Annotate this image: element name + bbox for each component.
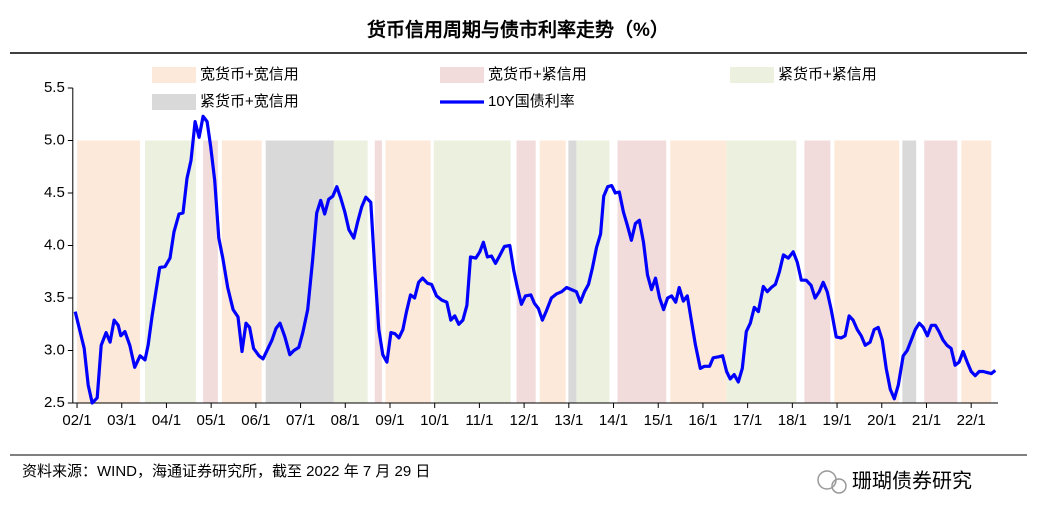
- legend-label: 10Y国债利率: [488, 93, 575, 110]
- y-tick-label: 4.0: [44, 236, 65, 253]
- x-tick-label: 07/1: [286, 412, 315, 429]
- x-tick-label: 15/1: [644, 412, 673, 429]
- y-tick-label: 3.0: [44, 341, 65, 358]
- x-tick-label: 02/1: [62, 412, 91, 429]
- y-tick-label: 5.0: [44, 131, 65, 148]
- x-tick-label: 18/1: [778, 412, 807, 429]
- watermark-icon: [817, 470, 847, 494]
- legend-swatch: [152, 67, 196, 83]
- regime-band: [834, 140, 900, 403]
- regime-band: [617, 140, 667, 403]
- x-tick-label: 12/1: [510, 412, 539, 429]
- regime-band: [333, 140, 368, 403]
- y-tick-label: 3.5: [44, 289, 65, 306]
- regime-band: [433, 140, 511, 403]
- legend-swatch: [440, 67, 484, 83]
- y-tick-label: 2.5: [44, 394, 65, 411]
- x-tick-label: 21/1: [912, 412, 941, 429]
- regime-band: [221, 140, 262, 403]
- x-tick-label: 16/1: [688, 412, 717, 429]
- x-tick-label: 17/1: [733, 412, 762, 429]
- legend-swatch: [730, 67, 774, 83]
- bands: [77, 140, 992, 403]
- regime-band: [516, 140, 536, 403]
- regime-band: [77, 140, 141, 403]
- chart-title: 货币信用周期与债市利率走势（%）: [367, 18, 669, 41]
- x-tick-label: 10/1: [420, 412, 449, 429]
- regime-band: [568, 140, 577, 403]
- x-tick-label: 14/1: [599, 412, 628, 429]
- legend-label: 紧货币+宽信用: [200, 93, 299, 110]
- regime-band: [385, 140, 431, 403]
- regime-band: [726, 140, 797, 403]
- x-tick-label: 03/1: [107, 412, 136, 429]
- regime-band: [265, 140, 334, 403]
- x-tick-label: 19/1: [822, 412, 851, 429]
- y-tick-label: 5.5: [44, 79, 65, 96]
- y-tick-label: 4.5: [44, 184, 65, 201]
- x-tick-label: 09/1: [375, 412, 404, 429]
- regime-band: [961, 140, 992, 403]
- regime-band: [374, 140, 382, 403]
- regime-band: [804, 140, 831, 403]
- watermark: 珊瑚债券研究: [852, 469, 972, 492]
- rate-line: [73, 114, 997, 405]
- regime-band: [902, 140, 917, 403]
- regime-band: [924, 140, 958, 403]
- x-tick-label: 04/1: [152, 412, 181, 429]
- x-tick-label: 13/1: [554, 412, 583, 429]
- legend-label: 紧货币+紧信用: [778, 66, 877, 83]
- source-note: 资料来源：WIND，海通证券研究所，截至 2022 年 7 月 29 日: [22, 463, 430, 480]
- x-tick-label: 20/1: [867, 412, 896, 429]
- x-tick-label: 08/1: [331, 412, 360, 429]
- legend-label: 宽货币+紧信用: [488, 66, 587, 83]
- regime-band: [539, 140, 566, 403]
- x-tick-label: 11/1: [465, 412, 493, 429]
- regime-band: [203, 140, 218, 403]
- x-tick-label: 06/1: [241, 412, 270, 429]
- legend-swatch: [152, 94, 196, 110]
- x-tick-label: 05/1: [197, 412, 226, 429]
- legend-label: 宽货币+宽信用: [200, 66, 299, 83]
- x-tick-label: 22/1: [957, 412, 986, 429]
